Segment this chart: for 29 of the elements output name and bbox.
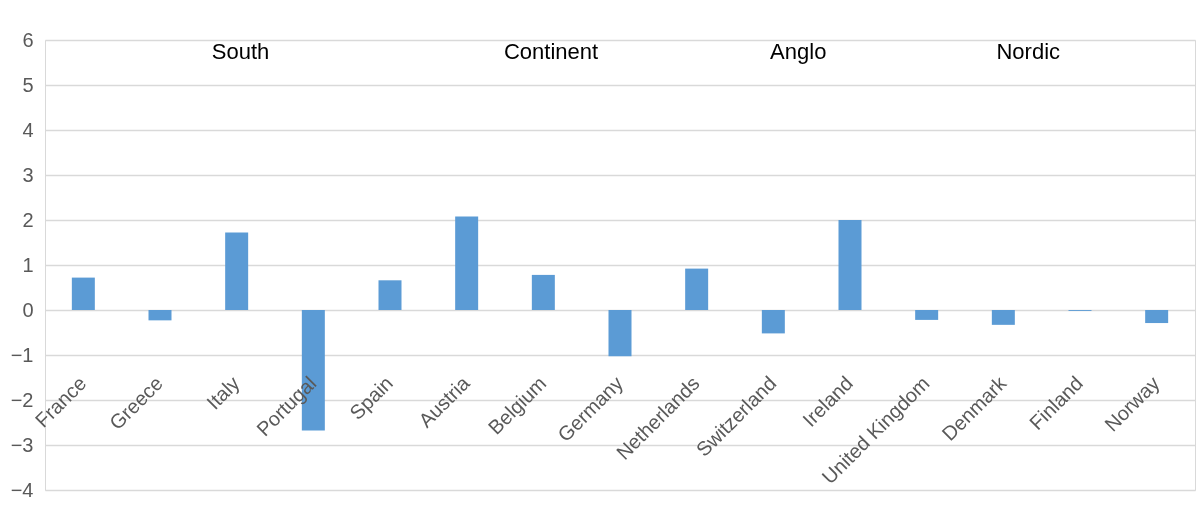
y-tick-label: 1 (22, 253, 34, 276)
bar (915, 310, 939, 320)
y-tick-label: 0 (22, 298, 34, 321)
bar (838, 220, 862, 310)
annotation: Continent (503, 39, 599, 64)
bar (71, 277, 95, 310)
bar (378, 280, 402, 310)
annotation: Nordic (996, 39, 1061, 64)
bar (991, 310, 1015, 325)
bar (455, 216, 479, 310)
bar (225, 232, 249, 310)
y-tick-label: −1 (10, 343, 34, 366)
y-tick-label: 5 (22, 73, 34, 96)
y-tick-label: 3 (22, 163, 34, 186)
bar (148, 310, 172, 321)
bar (685, 268, 709, 310)
x-tick-label: Italy (202, 372, 244, 414)
y-tick-label: 6 (22, 28, 34, 51)
y-tick-label: −4 (10, 478, 34, 501)
y-tick-label: 4 (22, 118, 34, 141)
bar (608, 310, 632, 357)
bar (761, 310, 785, 334)
y-tick-label: 2 (22, 208, 34, 231)
annotation: Anglo (770, 39, 827, 64)
y-tick-label: −3 (10, 433, 34, 456)
y-tick-label: −2 (10, 388, 34, 411)
annotation: South (211, 39, 270, 64)
bar (531, 274, 555, 310)
bar (1145, 310, 1169, 324)
